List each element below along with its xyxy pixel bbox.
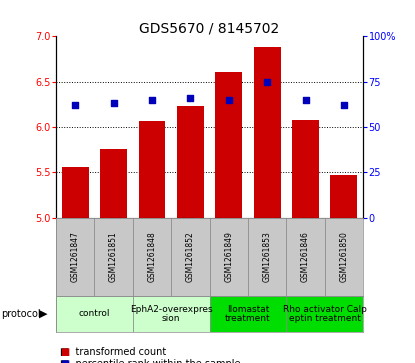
Text: GSM1261851: GSM1261851 (109, 232, 118, 282)
Bar (325, 218, 363, 296)
Text: EphA2-overexpres
sion: EphA2-overexpres sion (130, 305, 212, 323)
Text: GSM1261847: GSM1261847 (71, 231, 80, 282)
Bar (62, 167, 89, 218)
Title: GDS5670 / 8145702: GDS5670 / 8145702 (139, 21, 280, 35)
Bar (330, 175, 357, 218)
Bar (95, 218, 133, 296)
Point (187, 95, 194, 101)
Bar (248, 218, 286, 296)
Point (264, 79, 271, 85)
Point (225, 97, 232, 103)
Bar (210, 296, 286, 332)
Bar (56, 296, 133, 332)
Text: ▶: ▶ (39, 309, 48, 319)
Text: ■: ■ (60, 347, 69, 357)
Text: protocol: protocol (1, 309, 40, 319)
Text: control: control (79, 310, 110, 318)
Bar (210, 218, 248, 296)
Text: GSM1261853: GSM1261853 (263, 231, 272, 282)
Bar (139, 121, 166, 218)
Text: Ilomastat
treatment: Ilomastat treatment (225, 305, 271, 323)
Bar (133, 218, 171, 296)
Point (341, 102, 347, 108)
Text: ■: ■ (60, 359, 69, 363)
Bar (171, 218, 210, 296)
Point (149, 97, 155, 103)
Bar (254, 47, 281, 218)
Bar (177, 106, 204, 218)
Point (72, 102, 78, 108)
Point (110, 101, 117, 106)
Bar (286, 218, 325, 296)
Bar (100, 149, 127, 218)
Point (302, 97, 309, 103)
Bar (215, 72, 242, 218)
Bar (133, 296, 210, 332)
Text: GSM1261846: GSM1261846 (301, 231, 310, 282)
Bar (292, 120, 319, 218)
Text: GSM1261848: GSM1261848 (147, 232, 156, 282)
Text: ■  percentile rank within the sample: ■ percentile rank within the sample (60, 359, 241, 363)
Bar (286, 296, 363, 332)
Text: ■  transformed count: ■ transformed count (60, 347, 166, 357)
Bar (56, 218, 95, 296)
Text: GSM1261852: GSM1261852 (186, 232, 195, 282)
Text: Rho activator Calp
eptin treatment: Rho activator Calp eptin treatment (283, 305, 367, 323)
Text: GSM1261850: GSM1261850 (339, 231, 349, 282)
Text: GSM1261849: GSM1261849 (224, 231, 233, 282)
